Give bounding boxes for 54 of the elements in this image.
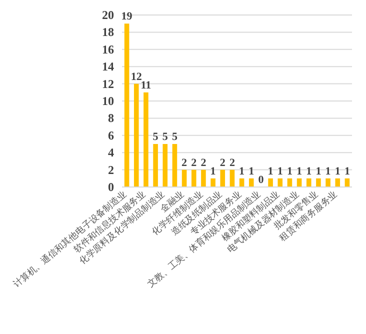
data-label: 1 xyxy=(277,165,283,178)
data-label: 2 xyxy=(220,156,226,169)
data-label: 2 xyxy=(182,156,188,169)
data-label: 5 xyxy=(152,131,159,143)
bar xyxy=(220,170,226,187)
y-tick-label: 6 xyxy=(108,128,114,142)
bar xyxy=(210,178,216,187)
data-label: 1 xyxy=(316,165,322,178)
data-label: 1 xyxy=(248,165,254,178)
bar xyxy=(316,178,321,187)
y-tick-label: 2 xyxy=(108,162,114,177)
data-label: 2 xyxy=(229,156,236,169)
data-label: 0 xyxy=(258,174,264,186)
bar xyxy=(172,144,178,187)
bar xyxy=(124,24,130,187)
bar xyxy=(134,84,139,187)
data-label: 5 xyxy=(162,131,168,143)
bar xyxy=(248,178,254,187)
bar xyxy=(326,178,330,187)
y-tick-label: 12 xyxy=(102,76,114,91)
bar xyxy=(182,170,187,187)
bar xyxy=(306,178,312,187)
bar xyxy=(278,178,283,187)
bar xyxy=(230,170,235,187)
data-label: 1 xyxy=(286,165,292,178)
data-label: 5 xyxy=(172,131,178,143)
data-label: 1 xyxy=(306,165,312,178)
bar xyxy=(153,144,158,187)
bar xyxy=(162,144,168,187)
bar xyxy=(201,170,206,187)
y-tick-label: 8 xyxy=(108,111,114,126)
bar xyxy=(191,170,196,187)
bar xyxy=(335,178,340,187)
y-tick-label: 16 xyxy=(102,42,114,56)
data-label: 1 xyxy=(344,165,350,178)
y-tick-label: 18 xyxy=(102,25,114,40)
data-label: 1 xyxy=(334,165,340,178)
data-label: 1 xyxy=(239,165,245,178)
data-label: 19 xyxy=(121,10,133,23)
data-label: 1 xyxy=(296,165,302,178)
data-label: 2 xyxy=(200,156,207,169)
data-label: 1 xyxy=(210,165,216,178)
data-label: 1 xyxy=(325,165,331,178)
data-label: 12 xyxy=(130,70,142,83)
y-tick-label: 14 xyxy=(102,60,114,74)
data-label: 11 xyxy=(140,79,152,92)
bar xyxy=(144,92,148,187)
bar xyxy=(268,178,273,187)
y-tick-label: 10 xyxy=(102,94,114,108)
data-label: 2 xyxy=(191,156,198,169)
y-tick-label: 20 xyxy=(102,8,114,22)
data-label: 1 xyxy=(268,165,274,178)
y-tick-label: 4 xyxy=(108,146,114,160)
y-tick-label: 0 xyxy=(108,180,114,194)
